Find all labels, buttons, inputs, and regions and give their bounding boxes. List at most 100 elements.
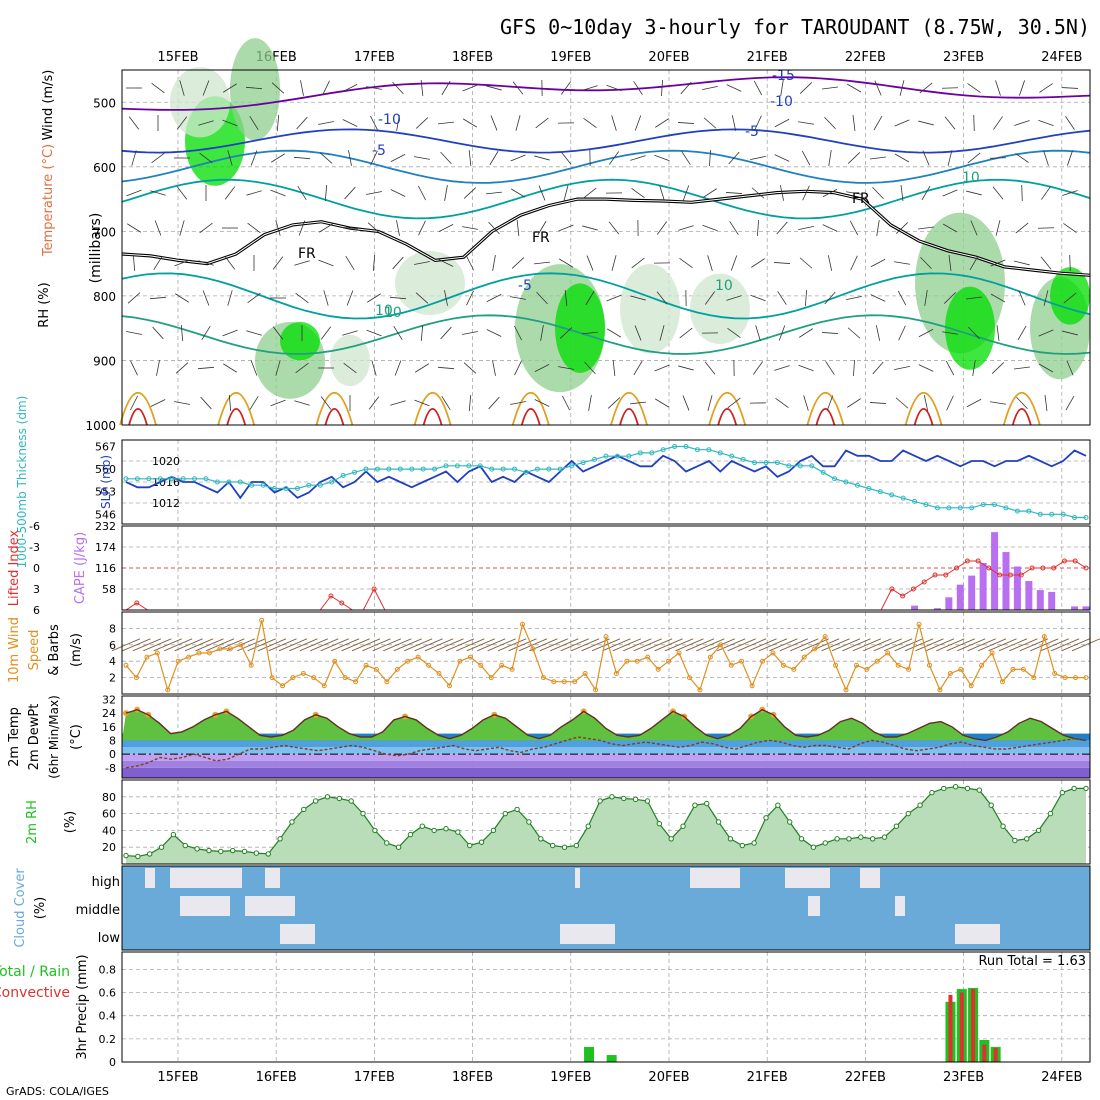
wind-speed-point	[1010, 666, 1016, 672]
thickness-point	[214, 479, 220, 485]
wind-speed-point	[405, 658, 411, 664]
wind-barb	[853, 359, 855, 377]
wind-barb	[677, 122, 695, 124]
lifted-index-point	[932, 572, 938, 578]
rh-blob	[555, 283, 605, 373]
rh-blob	[230, 38, 280, 141]
cloud-block	[690, 868, 740, 888]
rh-point	[632, 796, 639, 803]
wind-speed-point	[175, 658, 181, 664]
wind-barb	[295, 292, 309, 304]
rh-point	[549, 842, 556, 849]
wind-speed-point	[373, 666, 379, 672]
wind-barb-10m	[341, 638, 370, 652]
wind-speed-point	[874, 658, 880, 664]
wind-barb-10m	[403, 638, 433, 652]
wind-barb	[778, 325, 786, 341]
wind-speed-point	[133, 675, 139, 681]
wind-speed-point	[989, 650, 995, 656]
wind-barb	[655, 118, 669, 128]
x-tick-label-bottom: 18FEB	[452, 1070, 493, 1085]
temperature-contour	[121, 149, 1091, 184]
wind-barb-10m	[800, 638, 829, 652]
y-tick-label-temp: 24	[102, 707, 116, 720]
wind-ylabel-4: (m/s)	[69, 633, 84, 667]
contour-label: FR	[852, 191, 870, 207]
wind-speed-point	[426, 662, 432, 668]
rh-point	[680, 823, 686, 829]
wind-barb	[486, 191, 502, 195]
cloud-level-label: low	[98, 931, 121, 946]
wind-barb	[174, 401, 190, 405]
x-tick-label-bottom: 19FEB	[550, 1070, 591, 1085]
thickness-point	[672, 443, 678, 449]
wind-barb	[895, 397, 909, 409]
wind-barb-10m	[351, 638, 381, 652]
wind-barb	[731, 115, 737, 131]
wind-barb-10m	[122, 638, 151, 652]
cloud-ylabel-2: (%)	[33, 897, 48, 920]
rh-point	[443, 826, 449, 832]
wind-barb	[582, 85, 598, 91]
wind-barb	[654, 398, 670, 408]
wind-barb	[633, 81, 643, 95]
wind-barb	[630, 295, 646, 301]
wind-barb	[870, 156, 886, 160]
wind-barb	[918, 364, 934, 372]
thickness-point	[774, 460, 780, 466]
wind-barb	[798, 225, 814, 231]
wind-barb	[730, 255, 738, 271]
wind-barb	[512, 81, 524, 95]
upper-air-frame	[121, 69, 1091, 426]
wind-barb	[678, 225, 694, 231]
thickness-point	[717, 450, 723, 456]
thickness-point	[592, 456, 598, 462]
hot-contour	[619, 407, 639, 426]
wind-speed-point	[457, 658, 463, 664]
rh-point	[395, 844, 402, 850]
wind-barb	[297, 186, 307, 200]
wind-barb	[1043, 290, 1049, 306]
rh-point	[324, 794, 331, 800]
thickness-point	[477, 463, 483, 469]
rh-point	[372, 827, 378, 834]
wind-barb-10m	[842, 638, 871, 652]
temperature-contour	[121, 178, 1091, 220]
y-tick-label-thickness: 560	[95, 463, 116, 476]
wind-barb	[704, 361, 716, 375]
y-tick-label: 900	[93, 354, 116, 368]
thickness-point	[923, 502, 929, 508]
contour-label: 10	[375, 303, 393, 319]
rh-point	[929, 789, 935, 796]
wind-barb-10m	[737, 638, 767, 652]
contour-label: -5	[372, 143, 386, 159]
wind-barb	[631, 187, 645, 199]
wind-barb-10m	[383, 638, 412, 652]
wind-barb-10m	[497, 638, 527, 652]
rh-point	[739, 842, 745, 849]
thickness-point	[534, 466, 540, 472]
wind-speed-point	[697, 687, 703, 693]
wind-barb-10m	[946, 638, 975, 652]
rh-point	[561, 844, 568, 850]
x-tick-label-top: 20FEB	[648, 50, 689, 65]
wind-barb	[656, 221, 668, 235]
wind-speed-point	[655, 666, 661, 672]
wind-speed-point	[1062, 675, 1068, 681]
precip-conv-bar	[971, 989, 976, 1062]
cloud-block	[860, 868, 880, 888]
wind-barb	[828, 150, 832, 166]
wind-barb	[918, 226, 934, 230]
thickness-point	[569, 463, 575, 469]
lifted-index-point	[910, 586, 916, 592]
wind-barb-10m	[320, 638, 349, 652]
wind-barb	[564, 290, 568, 306]
wind-barb-10m	[685, 638, 715, 652]
wind-barb	[444, 185, 448, 201]
wind-barb	[1063, 292, 1077, 304]
wind-barb	[366, 329, 382, 337]
lifted-index-point	[943, 572, 949, 578]
thickness-point	[454, 463, 460, 469]
wind-barb-10m	[675, 638, 704, 652]
precip-total-bar	[584, 1046, 595, 1062]
